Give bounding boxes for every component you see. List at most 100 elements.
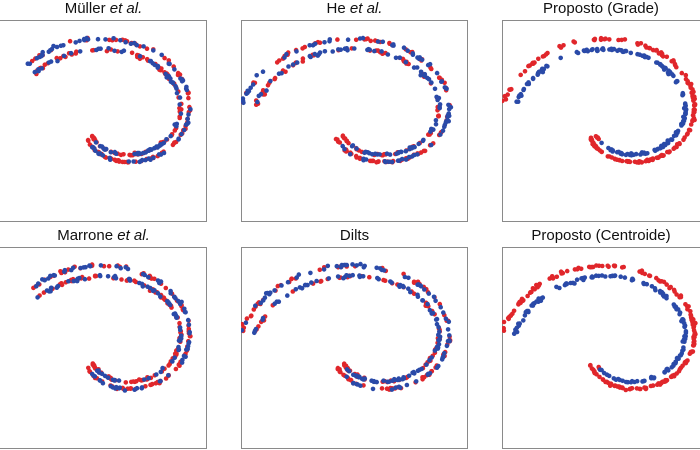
data-point-blue xyxy=(427,307,433,313)
data-point-blue xyxy=(679,318,684,324)
data-point-red xyxy=(664,282,669,287)
data-point-red xyxy=(639,160,645,165)
data-point-red xyxy=(144,46,150,51)
data-point-blue xyxy=(390,43,395,48)
panel-1: Müller et al. xyxy=(0,0,207,222)
data-point-blue xyxy=(665,140,671,146)
data-point-red xyxy=(422,148,428,154)
data-point-blue xyxy=(344,374,349,380)
data-point-blue xyxy=(405,48,410,53)
data-point-blue xyxy=(276,71,282,76)
data-point-blue xyxy=(398,385,403,390)
data-point-blue xyxy=(139,386,145,391)
data-point-blue xyxy=(55,284,60,289)
data-point-red xyxy=(605,154,611,159)
data-point-blue xyxy=(445,327,451,332)
data-point-blue xyxy=(73,40,78,45)
data-point-blue xyxy=(434,365,440,370)
data-point-red xyxy=(67,38,73,44)
data-point-blue xyxy=(379,49,384,54)
data-point-red xyxy=(502,319,507,325)
data-point-blue xyxy=(173,313,179,318)
data-point-blue xyxy=(114,263,119,269)
data-point-red xyxy=(619,37,624,43)
data-point-red xyxy=(162,55,167,61)
data-point-red xyxy=(300,59,306,64)
data-point-blue xyxy=(83,264,88,270)
data-point-blue xyxy=(620,378,625,384)
data-point-red xyxy=(171,140,177,146)
data-point-red xyxy=(335,365,341,371)
data-point-blue xyxy=(260,317,265,322)
panel-title: Müller et al. xyxy=(0,0,207,17)
data-point-blue xyxy=(638,152,643,157)
data-point-blue xyxy=(540,295,546,300)
panel-title-italic: et al. xyxy=(109,0,143,17)
data-point-blue xyxy=(78,265,83,271)
data-point-blue xyxy=(408,289,413,295)
data-point-blue xyxy=(344,273,349,278)
data-point-red xyxy=(678,294,684,300)
data-point-blue xyxy=(164,137,169,142)
data-point-red xyxy=(691,343,697,348)
data-point-blue xyxy=(535,72,540,77)
data-point-blue xyxy=(174,90,180,96)
data-point-blue xyxy=(308,270,313,276)
data-point-blue xyxy=(113,276,119,281)
data-point-blue xyxy=(433,122,439,127)
data-point-blue xyxy=(137,53,143,59)
scatter-plot xyxy=(502,35,698,165)
data-point-red xyxy=(690,87,695,92)
data-point-blue xyxy=(340,143,345,149)
data-point-blue xyxy=(404,382,410,388)
data-point-red xyxy=(646,158,651,164)
data-point-red xyxy=(411,279,417,285)
data-point-red xyxy=(594,135,600,140)
data-point-blue xyxy=(558,55,563,61)
panel-title-main: Marrone xyxy=(57,227,114,244)
data-point-blue xyxy=(415,55,420,60)
data-point-blue xyxy=(307,43,312,48)
data-point-blue xyxy=(106,46,111,51)
data-point-blue xyxy=(160,365,165,371)
data-point-blue xyxy=(629,378,635,384)
data-point-blue xyxy=(174,123,179,129)
data-point-blue xyxy=(152,62,157,68)
data-point-blue xyxy=(132,40,137,46)
data-point-blue xyxy=(397,158,402,163)
data-point-red xyxy=(128,386,134,391)
data-point-blue xyxy=(241,328,245,333)
data-point-blue xyxy=(433,118,439,123)
panel-title-main: Proposto (Centroide) xyxy=(531,227,671,244)
data-point-blue xyxy=(628,50,634,56)
data-point-blue xyxy=(158,294,163,299)
data-point-blue xyxy=(369,152,375,157)
data-point-red xyxy=(86,138,91,143)
data-point-blue xyxy=(134,385,140,391)
data-point-blue xyxy=(286,64,291,69)
data-point-blue xyxy=(260,69,266,74)
data-point-blue xyxy=(418,283,423,288)
data-point-blue xyxy=(375,275,380,281)
data-point-blue xyxy=(188,107,193,112)
data-point-blue xyxy=(439,79,444,84)
data-point-blue xyxy=(682,101,688,106)
data-point-blue xyxy=(302,282,308,288)
data-point-blue xyxy=(140,271,146,277)
data-point-blue xyxy=(352,46,357,51)
data-point-blue xyxy=(107,157,113,162)
data-point-blue xyxy=(146,375,152,381)
data-point-blue xyxy=(186,112,191,117)
data-point-blue xyxy=(350,272,355,278)
data-point-blue xyxy=(436,337,441,343)
data-point-blue xyxy=(99,371,105,377)
data-point-blue xyxy=(170,359,175,364)
data-point-blue xyxy=(263,291,269,296)
panel-3: Proposto (Grade) xyxy=(502,0,700,222)
data-point-blue xyxy=(357,374,362,379)
data-point-red xyxy=(677,141,682,147)
data-point-blue xyxy=(185,116,190,122)
data-point-blue xyxy=(385,52,391,57)
data-point-blue xyxy=(98,263,104,268)
data-point-red xyxy=(629,386,635,391)
